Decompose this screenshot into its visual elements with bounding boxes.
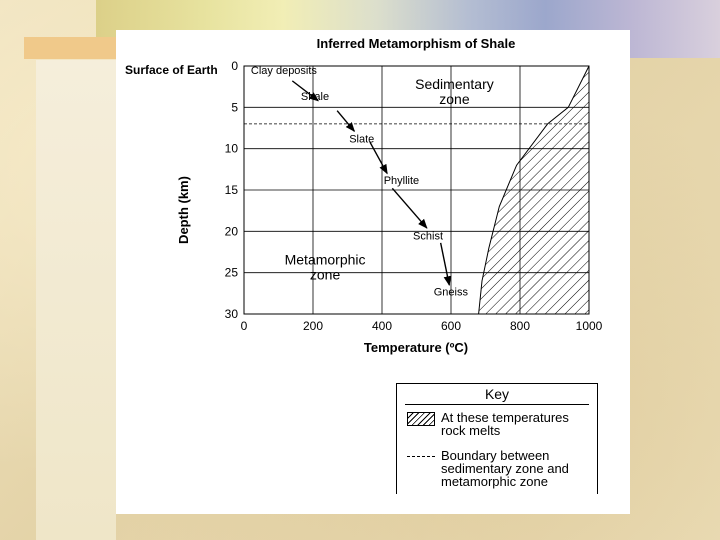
progression-arrow [336, 110, 356, 133]
metamorphism-diagram: Inferred Metamorphism of Shale Surface o… [125, 36, 603, 355]
rock-label-clay-deposits: Clay deposits [251, 65, 318, 77]
x-tick-label: 600 [441, 319, 461, 333]
y-axis-label: Depth (km) [176, 176, 191, 244]
x-tick-label: 200 [303, 319, 323, 333]
key-box: Key At these temperatures rock melts Bou… [396, 383, 598, 494]
slide-content: Inferred Metamorphism of Shale Surface o… [116, 30, 630, 514]
y-tick-label: 30 [225, 307, 239, 321]
x-tick-label: 400 [372, 319, 392, 333]
key-title: Key [484, 386, 510, 402]
key-boundary-line-2: sedimentary zone and [441, 461, 569, 476]
zone-label-line: zone [310, 266, 341, 282]
x-tick-label: 1000 [576, 319, 603, 333]
melt-curve [478, 65, 590, 315]
x-tick-label: 800 [510, 319, 530, 333]
rock-label-phyllite: Phyllite [384, 175, 419, 187]
zone-label-line: Metamorphic [285, 251, 366, 267]
key-boundary-line-1: Boundary between [441, 448, 550, 463]
decorative-side-band [36, 60, 116, 540]
melt-hatch-swatch [407, 412, 435, 426]
boundary-dash-swatch [407, 456, 435, 457]
x-tick-label: 0 [241, 319, 248, 333]
rock-label-slate: Slate [349, 134, 374, 146]
key-divider [405, 404, 589, 405]
progression-arrow [439, 242, 452, 287]
x-axis-label: Temperature (ºC) [364, 340, 468, 355]
decorative-accent-bar [24, 37, 134, 59]
y-tick-label: 25 [225, 266, 239, 280]
rock-label-schist: Schist [413, 230, 443, 242]
zone-label-line: zone [439, 91, 470, 107]
key-boundary-line-3: metamorphic zone [441, 474, 548, 489]
zone-label-line: Sedimentary [415, 76, 494, 92]
zone-label-sedimentary: Sedimentary zone [415, 76, 494, 107]
rock-label-gneiss: Gneiss [434, 287, 469, 299]
rock-label-shale: Shale [301, 91, 329, 103]
y-tick-label: 0 [231, 59, 238, 73]
y-tick-label: 15 [225, 183, 239, 197]
key-melt-line-1: At these temperatures [441, 410, 569, 425]
y-tick-label: 20 [225, 224, 239, 238]
diagram-title: Inferred Metamorphism of Shale [317, 36, 516, 51]
progression-arrow [291, 80, 319, 102]
plot-frame [243, 65, 590, 315]
y-tick-label: 5 [231, 100, 238, 114]
key-melt-text: At these temperatures rock melts [441, 411, 569, 437]
zone-label-metamorphic: Metamorphic zone [285, 251, 366, 282]
progression-arrow [369, 141, 388, 175]
surface-of-earth-label: Surface of Earth [125, 63, 218, 77]
progression-arrow [391, 187, 428, 229]
y-tick-label: 10 [225, 142, 239, 156]
key-boundary-text: Boundary between sedimentary zone and me… [441, 449, 569, 488]
key-melt-line-2: rock melts [441, 423, 501, 438]
